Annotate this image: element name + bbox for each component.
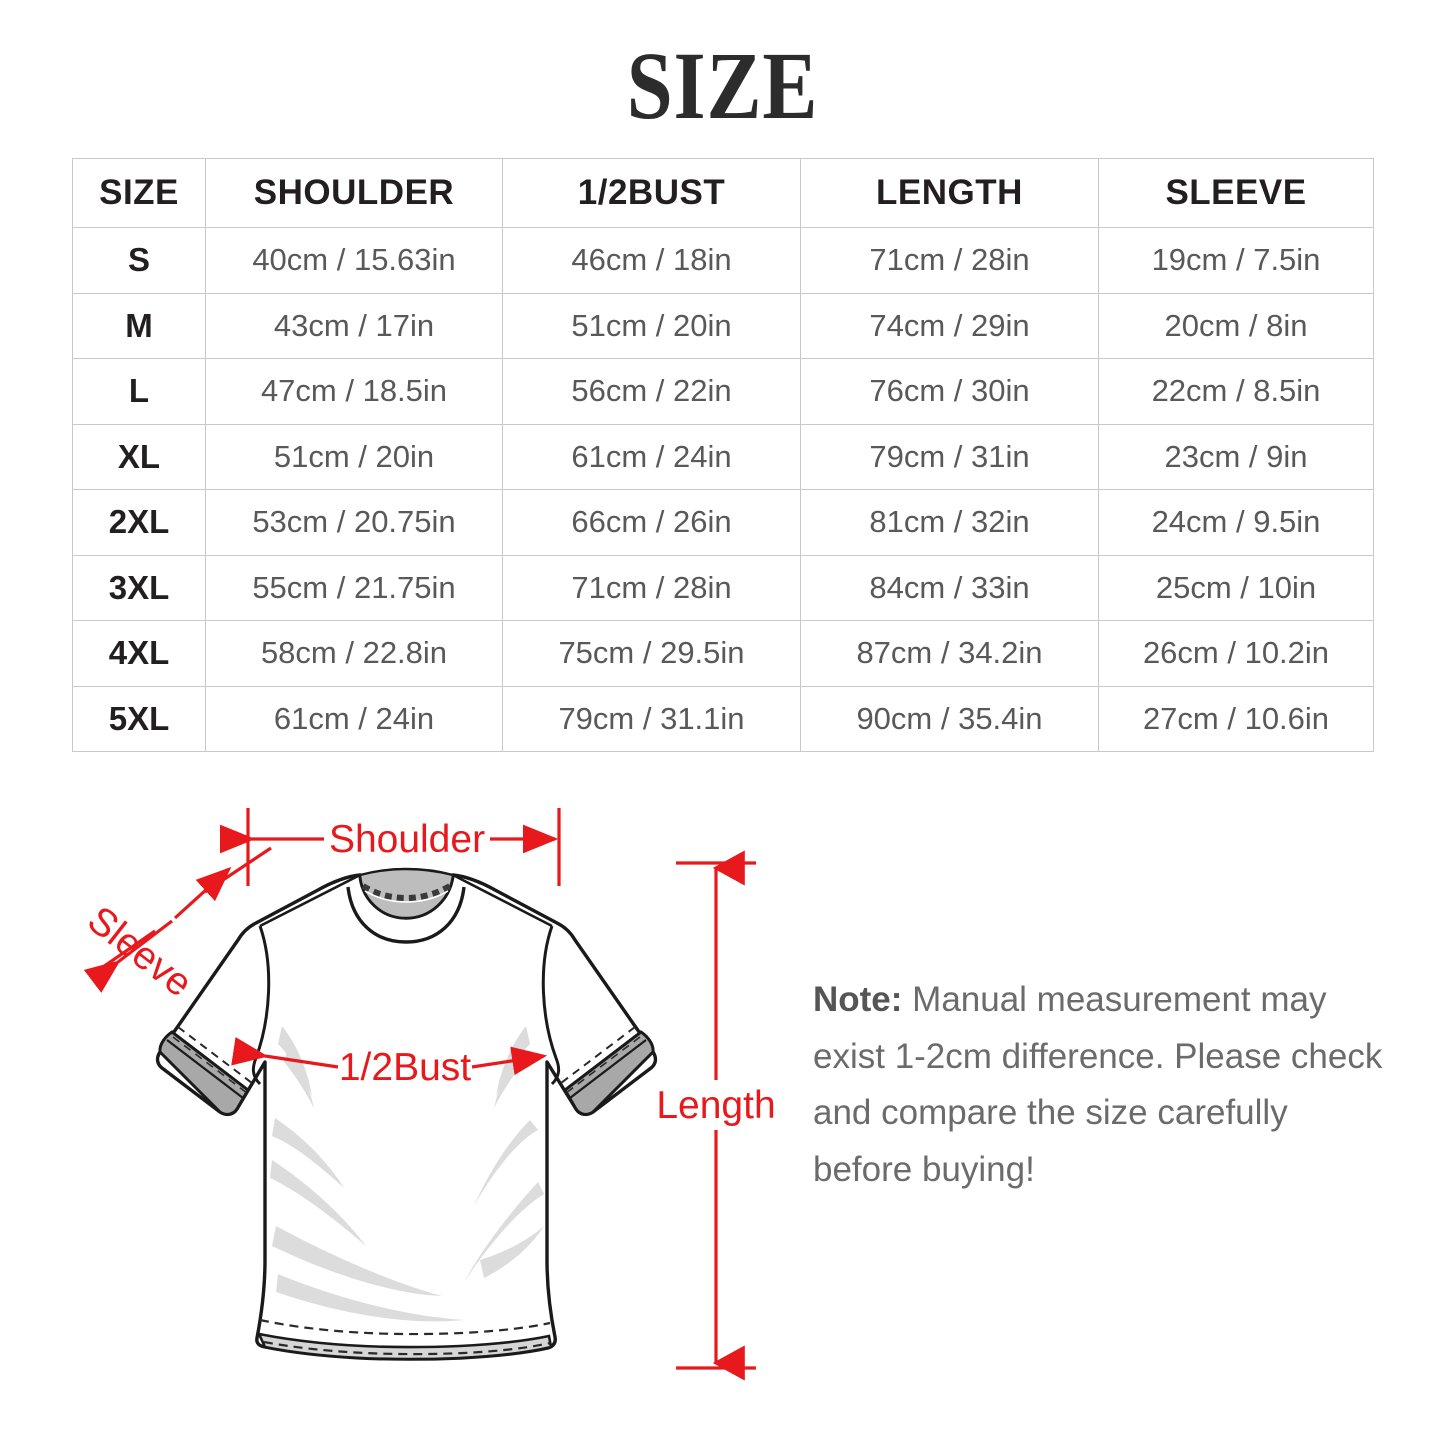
table-row: XL 51cm / 20in 61cm / 24in 79cm / 31in 2… [72,423,1374,490]
collar-stitch-band [361,883,452,902]
tshirt-collar-rim [346,886,466,944]
cell-sleeve: 26cm / 10.2in [1098,620,1374,687]
column-header-shoulder: SHOULDER [205,158,503,228]
cell-sleeve: 20cm / 8in [1098,292,1374,359]
tshirt-illustration [155,867,658,1361]
cell-sleeve: 24cm / 9.5in [1098,489,1374,556]
table-header-row: SIZE SHOULDER 1/2BUST LENGTH SLEEVE [72,158,1374,228]
table-row: S 40cm / 15.63in 46cm / 18in 71cm / 28in… [72,227,1374,294]
cell-length: 71cm / 28in [800,227,1099,294]
size-chart-table: SIZE SHOULDER 1/2BUST LENGTH SLEEVE S 40… [72,158,1374,752]
right-sleeve-cuff-stitch-1 [560,1026,636,1084]
cell-shoulder: 47cm / 18.5in [205,358,503,425]
column-header-length: LENGTH [800,158,1099,228]
bust-arrow-right [471,1046,548,1076]
table-row: M 43cm / 17in 51cm / 20in 74cm / 29in 20… [72,292,1374,359]
table-row: 4XL 58cm / 22.8in 75cm / 29.5in 87cm / 3… [72,620,1374,687]
tshirt-hem-stitch-lower [263,1340,551,1356]
cell-length: 74cm / 29in [800,292,1099,359]
shoulder-label: Shoulder [329,818,485,861]
cell-bust: 71cm / 28in [502,554,801,621]
tshirt-measurement-diagram: Shoulder Sleeve 1/2Bust Length [60,790,800,1430]
right-sleeve-cuff-fold [569,1039,647,1099]
cell-length: 81cm / 32in [800,489,1099,556]
left-sleeve-cuff-stitch-1 [177,1026,253,1084]
cell-shoulder: 61cm / 24in [205,685,503,752]
note-text: Manual measurement may exist 1-2cm diffe… [813,980,1383,1190]
cell-size: 2XL [72,489,206,556]
sleeve-label: Sleeve [79,898,199,1005]
cell-bust: 56cm / 22in [502,358,801,425]
tshirt-hem-stitch-upper [259,1318,551,1336]
cell-size: S [72,227,206,294]
cell-shoulder: 43cm / 17in [205,292,503,359]
cell-size: 4XL [72,620,206,687]
cell-size: L [72,358,206,425]
cell-bust: 51cm / 20in [502,292,801,359]
table-row: 2XL 53cm / 20.75in 66cm / 26in 81cm / 32… [72,489,1374,556]
sleeve-tick-upper [204,846,272,894]
table-row: L 47cm / 18.5in 56cm / 22in 76cm / 30in … [72,358,1374,425]
left-sleeve-cuff-stitch-2 [172,1036,248,1094]
cell-sleeve: 25cm / 10in [1098,554,1374,621]
fabric-shading [270,1026,544,1322]
cell-length: 76cm / 30in [800,358,1099,425]
cell-sleeve: 23cm / 9in [1098,423,1374,490]
cell-size: XL [72,423,206,490]
cell-bust: 66cm / 26in [502,489,801,556]
bust-arrow-left [231,1036,339,1069]
cell-shoulder: 40cm / 15.63in [205,227,503,294]
cell-size: M [72,292,206,359]
table-row: 3XL 55cm / 21.75in 71cm / 28in 84cm / 33… [72,554,1374,621]
cell-size: 5XL [72,685,206,752]
table-row: 5XL 61cm / 24in 79cm / 31.1in 90cm / 35.… [72,685,1374,752]
length-label: Length [656,1084,775,1127]
cell-sleeve: 27cm / 10.6in [1098,685,1374,752]
cell-bust: 61cm / 24in [502,423,801,490]
cell-length: 79cm / 31in [800,423,1099,490]
cell-shoulder: 58cm / 22.8in [205,620,503,687]
left-sleeve-cuff-fold [166,1039,244,1099]
page-title: SIZE [626,32,819,139]
note-block: Note: Manual measurement may exist 1-2cm… [813,972,1383,1199]
sleeve-arrow-lower [83,919,173,993]
right-armhole-seam [541,925,561,1086]
cell-shoulder: 51cm / 20in [205,423,503,490]
cell-shoulder: 53cm / 20.75in [205,489,503,556]
bust-label: 1/2Bust [339,1046,471,1089]
sleeve-arrow-upper [173,866,232,920]
cell-bust: 46cm / 18in [502,227,801,294]
left-shoulder-seam [259,873,361,928]
right-sleeve-cuff-stitch-2 [565,1036,641,1094]
cell-sleeve: 19cm / 7.5in [1098,227,1374,294]
column-header-bust: 1/2BUST [502,158,801,228]
cell-sleeve: 22cm / 8.5in [1098,358,1374,425]
cell-shoulder: 55cm / 21.75in [205,554,503,621]
cell-length: 90cm / 35.4in [800,685,1099,752]
cell-length: 84cm / 33in [800,554,1099,621]
note-label: Note: [813,980,903,1019]
cell-bust: 79cm / 31.1in [502,685,801,752]
column-header-sleeve: SLEEVE [1098,158,1374,228]
cell-size: 3XL [72,554,206,621]
column-header-size: SIZE [72,158,206,228]
collar-ribbing-line [364,890,449,903]
right-shoulder-seam [452,873,553,928]
cell-bust: 75cm / 29.5in [502,620,801,687]
cell-length: 87cm / 34.2in [800,620,1099,687]
